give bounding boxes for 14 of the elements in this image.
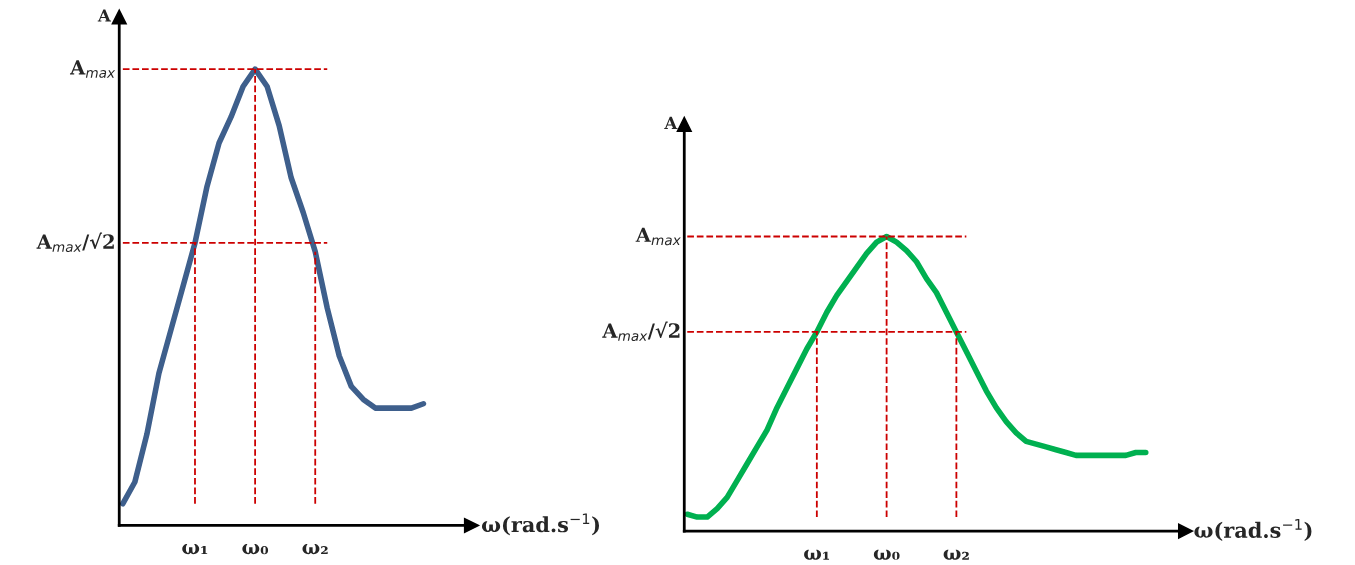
x-axis-title: ω(rad.s$^{−1}$) xyxy=(1194,519,1312,541)
x-tick-label: ω₂ xyxy=(943,549,969,560)
x-tick-label: ω₁ xyxy=(182,544,208,555)
ref-line-label: A$_{max}$/√2 xyxy=(602,321,680,342)
y-axis-title: A xyxy=(97,9,112,22)
x-tick-label: ω₁ xyxy=(804,549,830,560)
y-axis-title: A xyxy=(664,116,678,129)
x-tick-label: ω₀ xyxy=(873,549,900,560)
x-axis-title: ω(rad.s$^{−1}$) xyxy=(481,513,600,536)
ref-line-label: A$_{max}$ xyxy=(69,60,116,78)
x-tick-label: ω₀ xyxy=(242,544,269,555)
ref-line-label: A$_{max}$ xyxy=(635,227,681,246)
ref-line-label: A$_{max}$/√2 xyxy=(36,232,114,253)
x-tick-label: ω₂ xyxy=(302,544,328,555)
